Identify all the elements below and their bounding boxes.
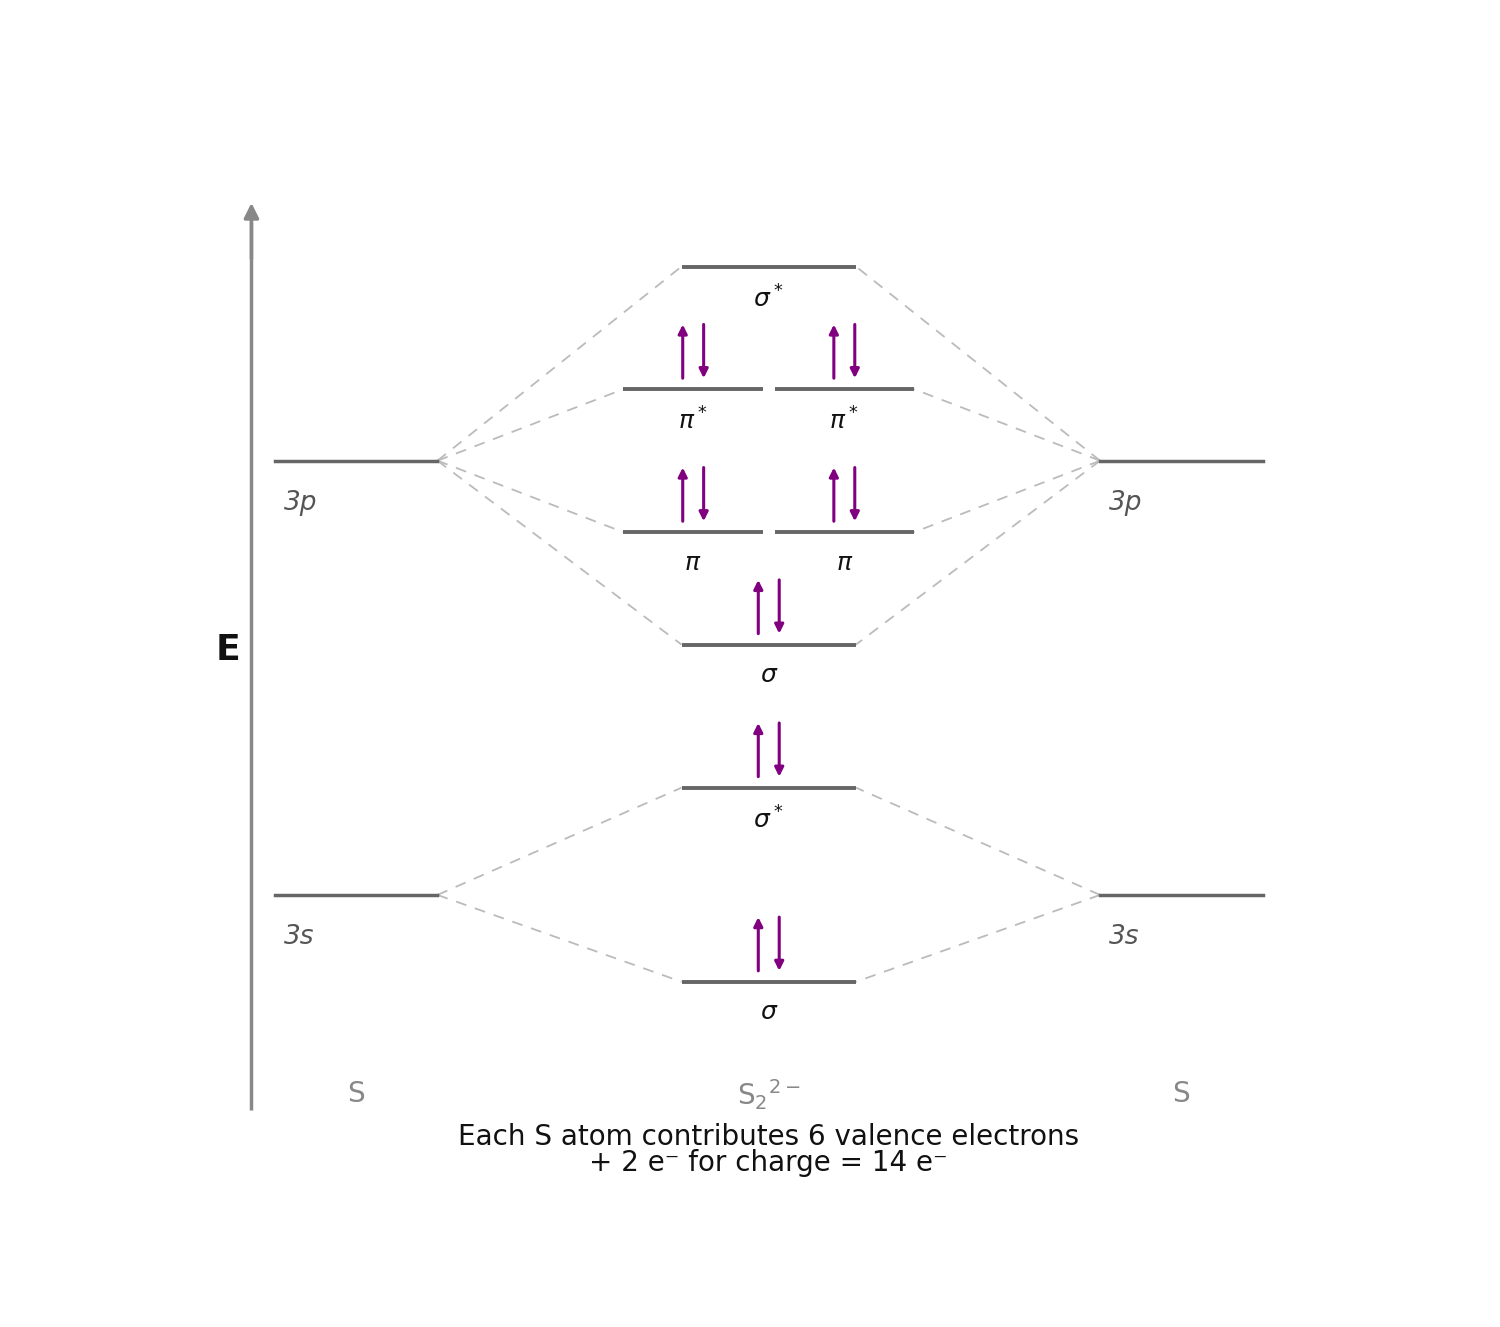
Text: S: S [1173, 1080, 1191, 1108]
Text: E: E [216, 633, 240, 666]
Text: 3p: 3p [284, 490, 318, 516]
Text: $\sigma$: $\sigma$ [759, 1001, 778, 1024]
Text: $\pi^*$: $\pi^*$ [830, 407, 860, 435]
Text: S: S [346, 1080, 364, 1108]
Text: S$_2$$^{2-}$: S$_2$$^{2-}$ [736, 1076, 801, 1112]
Text: + 2 e⁻ for charge = 14 e⁻: + 2 e⁻ for charge = 14 e⁻ [590, 1149, 948, 1177]
Text: 3s: 3s [284, 924, 315, 950]
Text: $\pi^*$: $\pi^*$ [678, 407, 708, 435]
Text: $\sigma^*$: $\sigma^*$ [753, 285, 784, 312]
Text: $\sigma$: $\sigma$ [759, 664, 778, 687]
Text: 3s: 3s [1110, 924, 1140, 950]
Text: Each S atom contributes 6 valence electrons: Each S atom contributes 6 valence electr… [458, 1123, 1080, 1151]
Text: 3p: 3p [1110, 490, 1143, 516]
Text: $\pi$: $\pi$ [684, 551, 702, 575]
Text: $\pi$: $\pi$ [836, 551, 854, 575]
Text: $\sigma^*$: $\sigma^*$ [753, 805, 784, 833]
